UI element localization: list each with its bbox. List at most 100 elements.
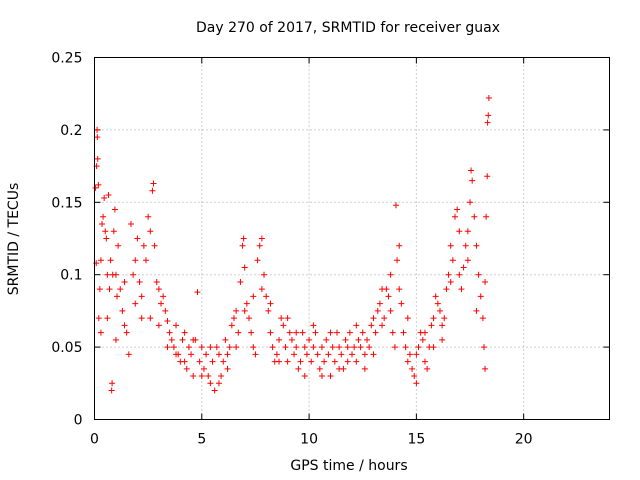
data-point	[321, 358, 328, 365]
data-point	[158, 300, 165, 307]
data-point	[443, 286, 450, 293]
data-point	[207, 380, 214, 387]
data-point	[166, 329, 173, 336]
data-point	[205, 373, 212, 380]
data-point	[314, 351, 321, 358]
data-point	[95, 315, 102, 322]
data-point	[200, 365, 207, 372]
x-tick-label: 5	[197, 432, 206, 448]
data-point	[173, 322, 180, 329]
data-point	[344, 344, 351, 351]
data-point	[240, 235, 247, 242]
data-point	[327, 329, 334, 336]
data-point	[104, 315, 111, 322]
data-point	[239, 242, 246, 249]
data-point	[138, 315, 145, 322]
data-point	[168, 336, 175, 343]
data-point	[485, 112, 492, 119]
data-point	[241, 307, 248, 314]
data-point	[391, 344, 398, 351]
data-point	[288, 336, 295, 343]
y-tick-label: 0.2	[60, 123, 82, 139]
data-point	[218, 373, 225, 380]
data-point	[368, 322, 375, 329]
data-point	[370, 315, 377, 322]
data-point	[143, 257, 149, 264]
data-point	[310, 344, 317, 351]
data-point	[331, 358, 338, 365]
data-point	[432, 293, 439, 300]
data-point	[267, 300, 274, 307]
data-point	[284, 315, 291, 322]
data-point	[215, 351, 222, 358]
data-point	[250, 344, 257, 351]
data-point	[188, 351, 195, 358]
data-point	[353, 322, 360, 329]
data-point	[351, 344, 358, 351]
data-point	[406, 351, 413, 358]
data-point	[336, 365, 343, 372]
data-point	[361, 365, 368, 372]
data-points	[92, 95, 492, 394]
data-point	[233, 307, 240, 314]
data-point	[400, 329, 407, 336]
data-point	[462, 242, 469, 249]
data-point	[138, 293, 145, 300]
data-point	[235, 329, 242, 336]
data-point	[396, 242, 403, 249]
data-point	[198, 373, 205, 380]
data-point	[155, 322, 162, 329]
data-point	[338, 351, 345, 358]
data-point	[413, 380, 420, 387]
data-point	[318, 373, 325, 380]
data-point	[424, 365, 431, 372]
x-tick-label: 15	[407, 432, 425, 448]
data-point	[179, 336, 186, 343]
data-point	[134, 235, 141, 242]
data-point	[173, 351, 180, 358]
data-point	[325, 351, 332, 358]
data-point	[482, 278, 489, 285]
data-point	[132, 300, 139, 307]
data-point	[209, 358, 216, 365]
data-point	[226, 344, 233, 351]
data-point	[439, 336, 446, 343]
tick-labels: 0 5 10 15 20 0 0.05 0.1 0.15 0.2 0.25	[51, 51, 532, 448]
data-point	[112, 271, 119, 278]
data-point	[299, 329, 306, 336]
data-point	[413, 351, 420, 358]
data-point	[110, 228, 117, 235]
data-point	[94, 126, 101, 133]
y-tick-label: 0.15	[51, 195, 82, 211]
data-point	[127, 221, 134, 228]
data-point	[389, 329, 396, 336]
data-point	[100, 213, 107, 220]
data-point	[265, 307, 272, 314]
y-tick-label: 0	[74, 413, 83, 429]
data-point	[215, 380, 222, 387]
data-point	[150, 180, 157, 187]
data-point	[207, 344, 214, 351]
data-point	[402, 344, 409, 351]
grid-lines	[94, 57, 610, 420]
data-point	[132, 257, 139, 264]
data-point	[194, 289, 201, 296]
data-point	[136, 278, 143, 285]
data-point	[318, 344, 325, 351]
data-point	[293, 344, 300, 351]
data-point	[258, 286, 265, 293]
data-point	[243, 300, 250, 307]
data-point	[102, 228, 109, 235]
data-point	[385, 293, 392, 300]
data-point	[355, 336, 362, 343]
data-point	[295, 365, 302, 372]
data-point	[344, 358, 351, 365]
data-point	[286, 329, 293, 336]
data-point	[471, 213, 478, 220]
data-point	[415, 344, 422, 351]
data-point	[263, 293, 270, 300]
y-tick-label: 0.05	[51, 340, 82, 356]
data-point	[374, 307, 381, 314]
data-point	[258, 235, 265, 242]
data-point	[454, 206, 461, 213]
